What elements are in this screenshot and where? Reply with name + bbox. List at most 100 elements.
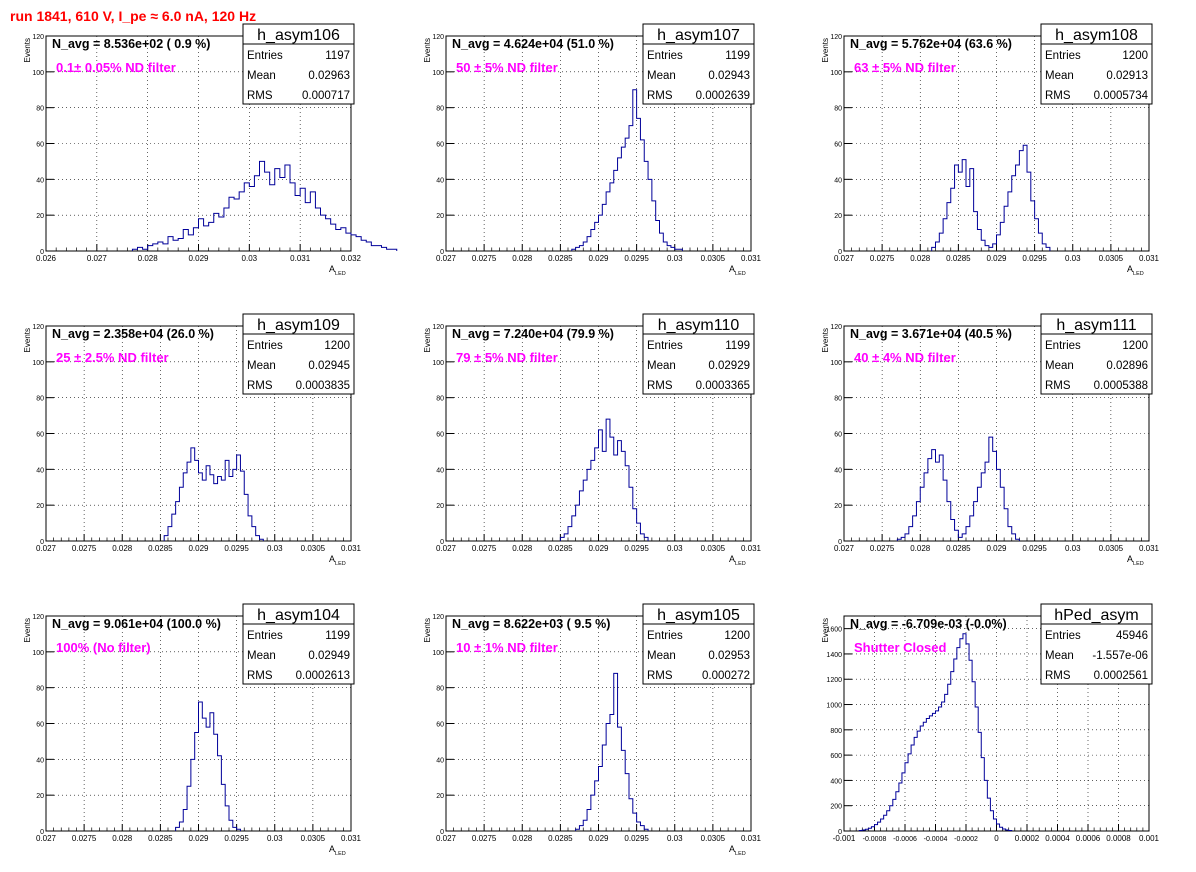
histogram-line (131, 160, 398, 251)
stats-value-rms: 0.0002613 (296, 670, 350, 682)
stats-value-mean: 0.02953 (708, 650, 750, 662)
y-tick-label: 100 (830, 70, 842, 77)
navg-label: N_avg = 5.762e+04 (63.6 %) (850, 37, 1012, 51)
x-tick-label: 0.029 (986, 254, 1007, 263)
y-tick-label: 0 (40, 249, 44, 256)
y-tick-label: 100 (32, 70, 44, 77)
x-tick-label: 0.03 (1065, 254, 1081, 263)
y-tick-label: 100 (32, 360, 44, 367)
x-tick-label: 0.029 (588, 544, 609, 553)
x-tick-label: 0.0295 (1022, 544, 1047, 553)
stats-key-mean: Mean (1045, 360, 1074, 372)
x-tick-label: 0.026 (36, 254, 57, 263)
y-tick-label: 60 (834, 142, 842, 149)
histogram-panel-h_asym108: 0.027 0.0275 0.028 0.0285 0.029 0.0295 0.03 0.0… (821, 23, 1160, 277)
x-axis-label: ALED (329, 554, 346, 567)
x-tick-label: 0.03 (667, 254, 683, 263)
histogram-line (931, 144, 1051, 251)
stats-key-rms: RMS (1045, 380, 1071, 392)
stats-value-mean: 0.02943 (708, 70, 750, 82)
histogram-panel-hPed_asym: -0.001 -0.0008 -0.0006 -0.0004 -0.0002 0 0.000… (821, 603, 1160, 843)
filter-note: 25 ± 2.5% ND filter (56, 350, 169, 365)
plot-frame (843, 325, 1150, 542)
x-axis-label: ALED (329, 844, 346, 857)
stats-key-entries: Entries (647, 630, 683, 642)
histogram-line (858, 633, 1013, 831)
x-tick-label: 0.03 (267, 544, 283, 553)
x-tick-label: 0.0275 (472, 254, 497, 263)
stats-key-mean: Mean (247, 360, 276, 372)
y-tick-label: 0 (440, 539, 444, 546)
y-axis-label: Events (821, 328, 830, 352)
x-tick-label: 0.0006 (1076, 834, 1101, 843)
stats-value-entries: 1200 (724, 630, 750, 642)
stats-box-title: h_asym105 (657, 607, 740, 624)
stats-key-entries: Entries (247, 340, 283, 352)
y-tick-label: 0 (838, 829, 842, 836)
stats-box-title: h_asym104 (257, 607, 340, 624)
plot-frame (45, 325, 352, 542)
y-tick-label: 100 (32, 650, 44, 657)
x-tick-label: -0.0008 (863, 836, 887, 843)
x-tick-label: 0.028 (512, 834, 533, 843)
y-tick-label: 100 (432, 360, 444, 367)
y-tick-label: 0 (838, 539, 842, 546)
navg-label: N_avg = 8.622e+03 ( 9.5 %) (452, 617, 610, 631)
y-tick-label: 60 (36, 432, 44, 439)
stats-key-entries: Entries (1045, 630, 1081, 642)
stats-value-entries: 1199 (725, 340, 750, 352)
stats-key-entries: Entries (247, 50, 283, 62)
stats-key-entries: Entries (647, 50, 683, 62)
filter-note: 40 ± 4% ND filter (854, 350, 956, 365)
y-tick-label: 40 (36, 467, 44, 474)
navg-label: N_avg = 9.061e+04 (100.0 %) (52, 617, 221, 631)
stats-value-mean: -1.557e-06 (1092, 650, 1148, 662)
histogram-panel-h_asym107: 0.027 0.0275 0.028 0.0285 0.029 0.0295 0.03 0.0… (423, 23, 762, 277)
y-tick-label: 40 (834, 177, 842, 184)
y-tick-label: 20 (36, 503, 44, 510)
x-tick-label: 0.0275 (472, 834, 497, 843)
y-tick-label: 0 (440, 249, 444, 256)
y-tick-label: 80 (834, 106, 842, 113)
y-axis-label: Events (23, 328, 32, 352)
x-tick-label: 0.031 (341, 544, 362, 553)
y-tick-label: 40 (36, 757, 44, 764)
y-tick-label: 20 (36, 213, 44, 220)
stats-key-mean: Mean (1045, 70, 1074, 82)
x-tick-label: 0.028 (512, 254, 533, 263)
x-tick-label: 0.031 (341, 834, 362, 843)
x-tick-label: 0.028 (512, 544, 533, 553)
filter-note: 79 ± 5% ND filter (456, 350, 558, 365)
x-tick-label: 0.03 (267, 834, 283, 843)
x-tick-label: 0.0285 (946, 544, 971, 553)
x-tick-label: 0.0295 (624, 544, 649, 553)
y-axis-label: Events (423, 38, 432, 62)
plot-frame (45, 35, 352, 252)
y-tick-label: 120 (432, 34, 444, 41)
stats-value-entries: 1197 (325, 50, 350, 62)
x-tick-label: 0.0275 (72, 544, 97, 553)
histogram-panel-h_asym111: 0.027 0.0275 0.028 0.0285 0.029 0.0295 0.03 0.0… (821, 313, 1160, 567)
stats-value-rms: 0.0002561 (1094, 670, 1148, 682)
navg-label: N_avg = 3.671e+04 (40.5 %) (850, 327, 1012, 341)
x-tick-label: 0.001 (1139, 834, 1160, 843)
stats-box-title: h_asym107 (657, 27, 740, 44)
y-tick-label: 100 (432, 70, 444, 77)
y-tick-label: 60 (436, 142, 444, 149)
stats-value-mean: 0.02913 (1106, 70, 1148, 82)
x-tick-label: 0.0305 (701, 254, 726, 263)
x-tick-label: 0.031 (290, 254, 311, 263)
y-tick-label: 120 (432, 324, 444, 331)
x-tick-label: 0 (994, 834, 999, 843)
stats-key-entries: Entries (247, 630, 283, 642)
x-tick-label: 0.031 (1139, 544, 1160, 553)
y-tick-label: 120 (32, 34, 44, 41)
x-tick-label: 0.027 (436, 544, 457, 553)
x-tick-label: 0.032 (341, 254, 362, 263)
plot-frame (445, 615, 752, 832)
filter-note: 10 ± 1% ND filter (456, 640, 558, 655)
x-axis-label: ALED (729, 844, 746, 857)
y-tick-label: 1200 (826, 677, 842, 684)
y-tick-label: 40 (834, 467, 842, 474)
